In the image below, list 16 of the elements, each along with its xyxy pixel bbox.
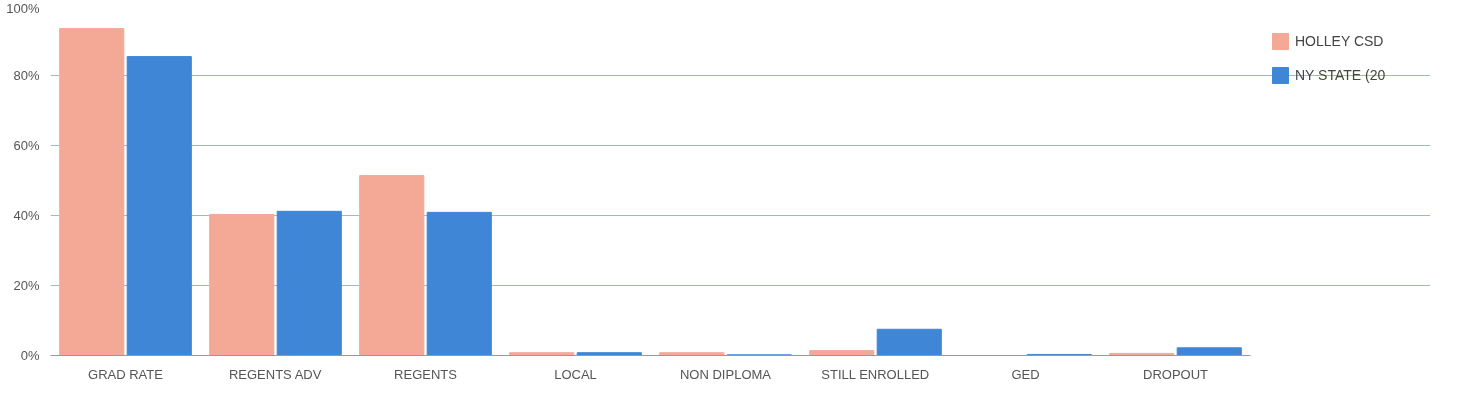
x-tick-label: GED — [1011, 366, 1040, 382]
x-tick-label: NON DIPLOMA — [679, 366, 772, 382]
x-tick-label: GRAD RATE — [88, 366, 164, 382]
legend-label: HOLLEY CSD — [1295, 33, 1384, 49]
y-tick-label: 60% — [13, 138, 40, 153]
legend-label: NY STATE (20 — [1295, 67, 1386, 83]
x-tick-label: REGENTS ADV — [228, 366, 322, 382]
y-tick-label: 100% — [6, 0, 40, 16]
x-tick-label: REGENTS — [394, 366, 458, 382]
x-tick-label: DROPOUT — [1143, 366, 1209, 382]
y-tick-label: 20% — [13, 278, 40, 293]
y-tick-label: 0% — [20, 348, 40, 363]
x-tick-label: LOCAL — [554, 366, 597, 382]
y-tick-label: 40% — [13, 208, 40, 223]
x-tick-label: STILL ENROLLED — [821, 366, 930, 382]
y-tick-label: 80% — [13, 68, 40, 83]
